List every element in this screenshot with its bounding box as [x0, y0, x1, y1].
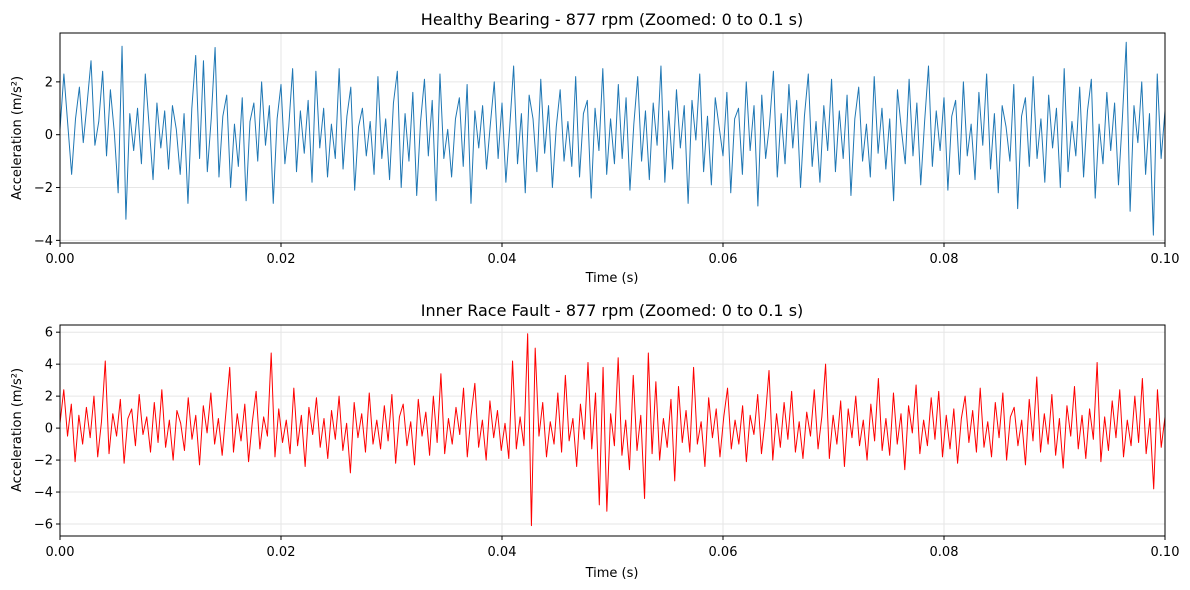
x-tick-label: 0.04	[488, 252, 517, 267]
y-tick-label: −2	[34, 181, 53, 196]
y-tick-label: −4	[34, 234, 53, 249]
chart-title: Healthy Bearing - 877 rpm (Zoomed: 0 to …	[421, 10, 803, 29]
x-tick-label: 0.08	[930, 545, 959, 560]
x-axis-label: Time (s)	[585, 271, 639, 286]
y-tick-label: 0	[45, 128, 53, 143]
chart-title: Inner Race Fault - 877 rpm (Zoomed: 0 to…	[421, 301, 804, 320]
y-tick-label: −2	[34, 454, 53, 469]
x-tick-label: 0.04	[488, 545, 517, 560]
series-line	[59, 41, 1166, 236]
x-tick-label: 0.06	[709, 545, 738, 560]
series-line	[59, 333, 1166, 527]
x-tick-label: 0.06	[709, 252, 738, 267]
x-axis-ticks: 0.00 0.02 0.04 0.06 0.08 0.10	[46, 536, 1180, 560]
y-tick-label: 6	[45, 326, 53, 341]
y-axis-label: Acceleration (m/s²)	[10, 368, 25, 492]
series-healthy-bearing	[59, 41, 1166, 236]
plot-frame	[59, 324, 1166, 537]
y-tick-label: 2	[45, 75, 53, 90]
x-tick-label: 0.10	[1151, 545, 1180, 560]
x-tick-label: 0.00	[46, 545, 75, 560]
y-tick-label: −4	[34, 486, 53, 501]
y-axis-ticks: −6 −4 −2 0 2 4 6	[34, 326, 60, 533]
x-tick-label: 0.02	[267, 252, 296, 267]
y-tick-label: 4	[45, 358, 53, 373]
x-axis-ticks: 0.00 0.02 0.04 0.06 0.08 0.10	[46, 243, 1180, 267]
x-tick-label: 0.02	[267, 545, 296, 560]
plot-frame	[59, 32, 1166, 244]
x-tick-label: 0.08	[930, 252, 959, 267]
y-tick-label: 2	[45, 390, 53, 405]
x-axis-label: Time (s)	[585, 566, 639, 581]
y-axis-ticks: −4 −2 0 2	[34, 75, 60, 249]
chart-inner-race-fault: Inner Race Fault - 877 rpm (Zoomed: 0 to…	[10, 301, 1179, 581]
x-tick-label: 0.00	[46, 252, 75, 267]
y-axis-label: Acceleration (m/s²)	[10, 76, 25, 200]
chart-healthy-bearing: Healthy Bearing - 877 rpm (Zoomed: 0 to …	[10, 10, 1179, 286]
series-inner-race-fault	[59, 333, 1166, 527]
y-tick-label: 0	[45, 422, 53, 437]
x-tick-label: 0.10	[1151, 252, 1180, 267]
y-tick-label: −6	[34, 518, 53, 533]
